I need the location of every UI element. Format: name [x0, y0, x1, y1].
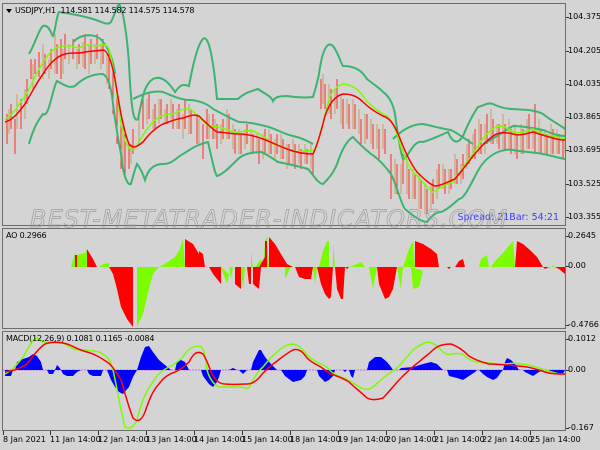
time-label: 15 Jan 14:00: [242, 431, 293, 444]
time-label: 13 Jan 14:00: [146, 431, 197, 444]
price-chart-svg: [4, 4, 565, 224]
ao-bars: [71, 237, 565, 327]
ao-tick: 0.2645: [566, 231, 596, 240]
ao-histogram-svg: [71, 237, 565, 327]
macd-line: [4, 337, 565, 430]
time-label: 25 Jan 14:00: [530, 431, 581, 444]
macd-histogram: [5, 346, 565, 394]
candles: [6, 34, 565, 214]
macd-panel[interactable]: MACD(12,26,9) 0.1081 0.1165 -0.0084: [2, 331, 566, 431]
time-label: 22 Jan 14:00: [482, 431, 533, 444]
time-axis: 8 Jan 2021 11 Jan 14:00 12 Jan 14:00 13 …: [0, 430, 581, 450]
symbol-title: USDJPY,H1 114.581 114.582 114.575 114.57…: [6, 6, 194, 15]
signal-line: [4, 341, 565, 422]
ao-tick: 0.00: [566, 261, 586, 270]
price-tick: 104.035: [565, 79, 600, 88]
price-tick: 103.525: [565, 179, 600, 188]
time-label: 21 Jan 14:00: [434, 431, 485, 444]
macd-svg: [3, 337, 565, 430]
main-chart-panel[interactable]: USDJPY,H1 114.581 114.582 114.575 114.57…: [2, 3, 566, 226]
time-label: 11 Jan 14:00: [50, 431, 101, 444]
macd-tick: -0.167: [566, 423, 594, 432]
price-tick: 103.865: [565, 112, 600, 121]
price-tick: 104.375: [565, 12, 600, 21]
time-label: 14 Jan 14:00: [194, 431, 245, 444]
time-label: 8 Jan 2021: [3, 431, 46, 444]
ohlc-values: 114.581 114.582 114.575 114.578: [60, 6, 195, 15]
macd-axis: 0.1012 0.00 -0.167: [566, 331, 600, 432]
price-tick: 103.355: [565, 212, 600, 221]
macd-tick: 0.00: [566, 365, 586, 374]
macd-tick: 0.1012: [566, 334, 596, 343]
ao-tick: -0.4766: [566, 320, 599, 329]
ao-panel[interactable]: AO 0.2966: [2, 228, 566, 329]
ao-title: AO 0.2966: [6, 231, 47, 240]
price-tick: 104.205: [565, 46, 600, 55]
price-axis: 104.375 104.205 104.035 103.865 103.695 …: [565, 3, 600, 226]
price-tick: 103.695: [565, 145, 600, 154]
macd-title: MACD(12,26,9) 0.1081 0.1165 -0.0084: [6, 334, 155, 343]
time-label: 20 Jan 14:00: [386, 431, 437, 444]
dropdown-arrow-icon[interactable]: [6, 8, 12, 13]
time-label: 18 Jan 14:00: [290, 431, 341, 444]
time-label: 12 Jan 14:00: [98, 431, 149, 444]
time-label: 19 Jan 14:00: [338, 431, 389, 444]
moving-averages: [4, 43, 565, 193]
bollinger-bands: [28, 4, 565, 224]
ao-axis: 0.2645 0.00 -0.4766: [566, 228, 600, 329]
symbol-label: USDJPY,H1: [15, 6, 56, 15]
spread-info: Spread: 21Bar: 54:21: [457, 212, 559, 223]
